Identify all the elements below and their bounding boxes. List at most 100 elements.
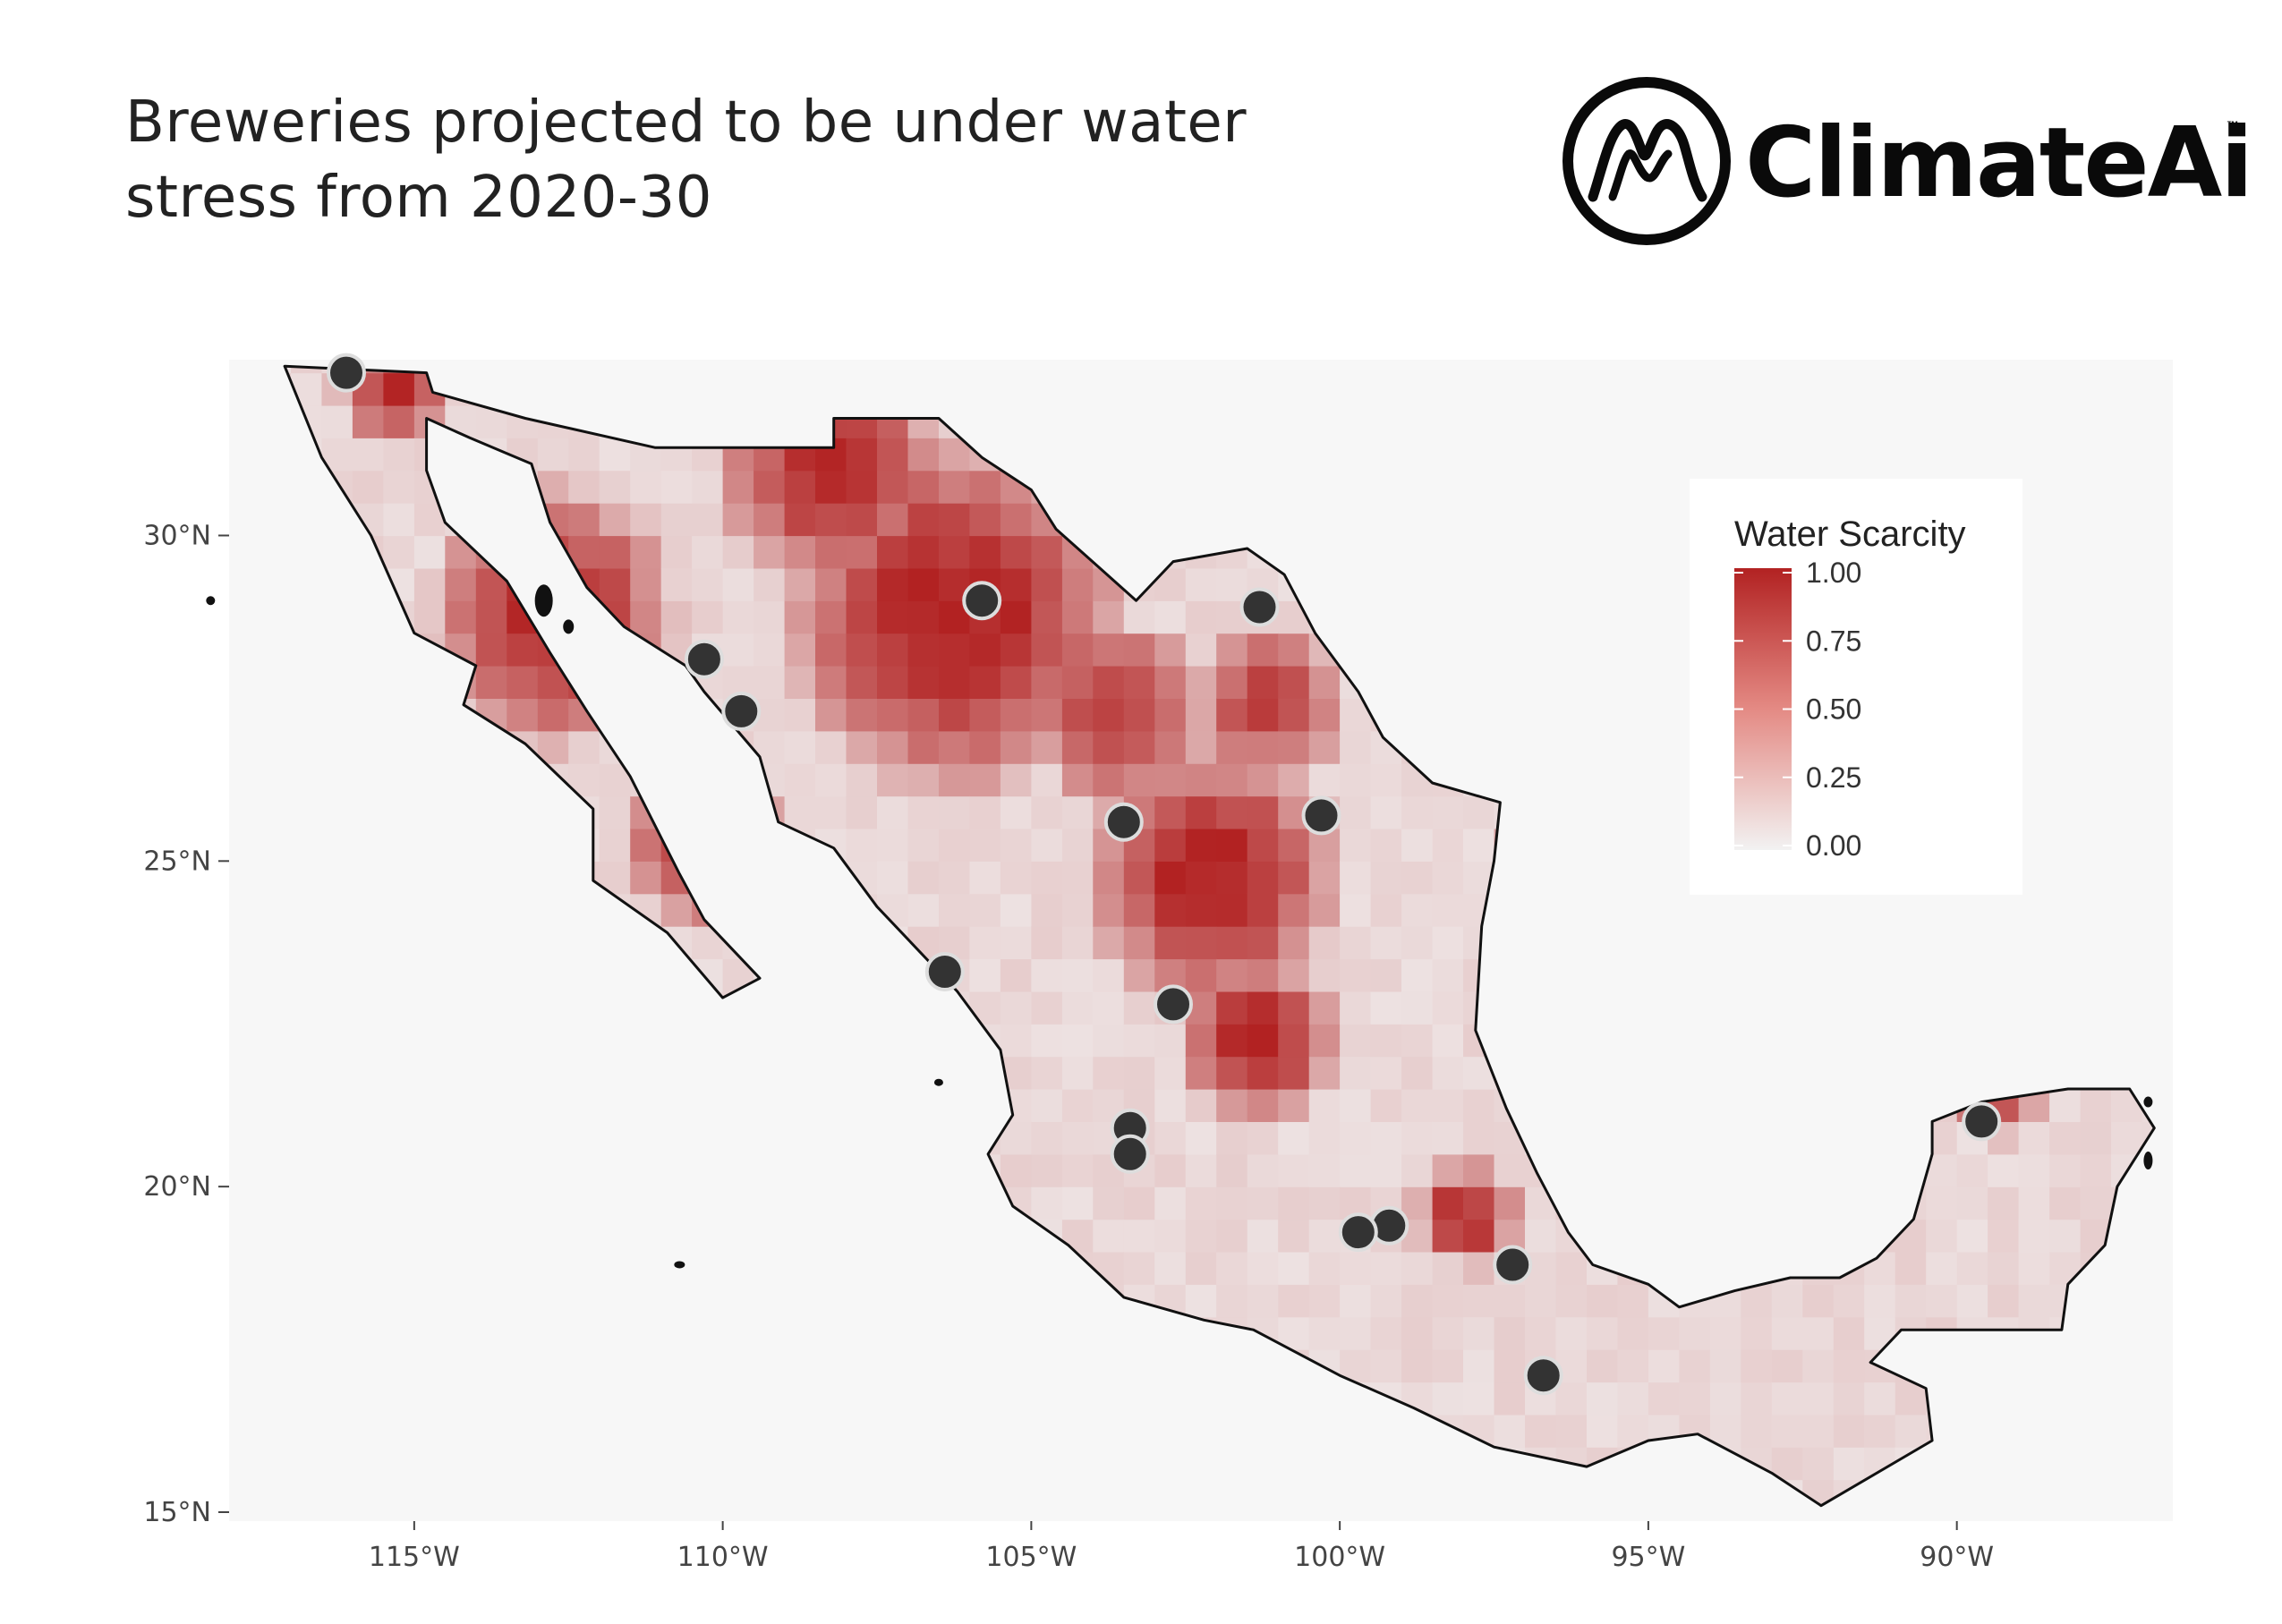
grid-cell	[1216, 1056, 1248, 1090]
grid-cell	[1216, 1153, 1248, 1187]
grid-cell	[383, 503, 415, 537]
grid-cell	[1370, 893, 1402, 927]
island-1	[563, 619, 575, 634]
brewery-marker[interactable]	[1239, 587, 1280, 627]
grid-cell	[1833, 1349, 1865, 1383]
brewery-marker[interactable]	[1110, 1134, 1150, 1174]
grid-cell	[1988, 1153, 2020, 1187]
grid-cell	[1061, 698, 1094, 732]
grid-cell	[1031, 1186, 1063, 1220]
grid-cell	[475, 633, 507, 667]
logo-trademark: ™	[2227, 118, 2239, 132]
grid-cell	[1247, 1219, 1279, 1253]
grid-cell	[1154, 893, 1187, 927]
grid-cell	[722, 633, 754, 667]
grid-cell	[1308, 1089, 1341, 1122]
grid-cell	[1154, 1089, 1187, 1122]
grid-cell	[1185, 1056, 1217, 1090]
grid-cell	[1463, 1284, 1495, 1318]
grid-cell	[599, 503, 631, 537]
brewery-marker[interactable]	[1493, 1245, 1533, 1285]
grid-cell	[1401, 1024, 1434, 1058]
grid-cell	[1741, 1414, 1773, 1448]
grid-cell	[1401, 828, 1434, 862]
grid-cell	[1123, 600, 1155, 634]
grid-cell	[630, 567, 662, 601]
brewery-marker[interactable]	[1103, 802, 1144, 842]
grid-cell	[1031, 600, 1063, 634]
grid-cell	[1247, 795, 1279, 829]
grid-cell	[1093, 958, 1125, 992]
grid-cell	[1494, 1382, 1526, 1416]
grid-cell	[1340, 958, 1372, 992]
grid-cell	[1061, 795, 1094, 829]
grid-cell	[1216, 698, 1248, 732]
grid-cell	[1061, 666, 1094, 699]
grid-cell	[1185, 1186, 1217, 1220]
brewery-marker[interactable]	[1338, 1212, 1378, 1253]
grid-cell	[1741, 1349, 1773, 1383]
grid-cell	[877, 600, 909, 634]
grid-cell	[1278, 1121, 1310, 1155]
grid-cell	[1432, 828, 1464, 862]
grid-cell	[1278, 1056, 1310, 1090]
brewery-marker[interactable]	[327, 353, 366, 393]
grid-cell	[1432, 1056, 1464, 1090]
grid-cell	[1247, 763, 1279, 797]
brewery-marker[interactable]	[1962, 1101, 2002, 1142]
grid-cell	[939, 795, 971, 829]
brewery-marker[interactable]	[684, 639, 724, 679]
grid-cell	[1370, 1251, 1402, 1285]
grid-cell	[877, 470, 909, 504]
grid-cell	[1432, 1121, 1464, 1155]
grid-cell	[1432, 1186, 1464, 1220]
grid-cell	[1679, 1349, 1711, 1383]
brewery-marker[interactable]	[1154, 984, 1193, 1025]
brewery-marker[interactable]	[721, 691, 762, 731]
grid-cell	[1123, 1186, 1155, 1220]
grid-cell	[1093, 633, 1125, 667]
grid-cell	[352, 404, 384, 438]
grid-cell	[2111, 1121, 2143, 1155]
grid-cell	[907, 470, 940, 504]
grid-cell	[939, 763, 971, 797]
grid-cell	[1216, 861, 1248, 895]
grid-cell	[1525, 1316, 1557, 1350]
grid-cell	[1185, 567, 1217, 601]
grid-cell	[692, 503, 724, 537]
grid-cell	[1340, 893, 1372, 927]
grid-cell	[1926, 1219, 1958, 1253]
grid-cell	[1000, 795, 1032, 829]
grid-cell	[1340, 1089, 1372, 1122]
grid-cell	[1340, 1251, 1372, 1285]
grid-cell	[1401, 1089, 1434, 1122]
grid-cell	[630, 535, 662, 569]
grid-cell	[1185, 1153, 1217, 1187]
brewery-marker[interactable]	[962, 581, 1002, 621]
grid-cell	[784, 600, 816, 634]
grid-cell	[939, 633, 971, 667]
grid-cell	[1555, 1284, 1588, 1318]
grid-cell	[1247, 698, 1279, 732]
y-tick-label: 20°N	[143, 1171, 211, 1203]
grid-cell	[1061, 600, 1094, 634]
grid-cell	[1061, 1186, 1094, 1220]
grid-cell	[1648, 1382, 1680, 1416]
grid-cell	[383, 470, 415, 504]
brewery-marker[interactable]	[924, 952, 965, 991]
grid-cell	[1340, 795, 1372, 829]
grid-cell	[1278, 828, 1310, 862]
grid-cell	[1802, 1414, 1835, 1448]
grid-cell	[1340, 1316, 1372, 1350]
grid-cell	[660, 567, 693, 601]
grid-cell	[1278, 666, 1310, 699]
grid-cell	[1154, 600, 1187, 634]
grid-cell	[1463, 1349, 1495, 1383]
grid-cell	[2080, 1153, 2112, 1187]
grid-cell	[1154, 666, 1187, 699]
grid-cell	[1061, 1121, 1094, 1155]
brewery-marker[interactable]	[1523, 1356, 1563, 1396]
brewery-marker[interactable]	[1301, 795, 1341, 836]
grid-cell	[1031, 535, 1063, 569]
